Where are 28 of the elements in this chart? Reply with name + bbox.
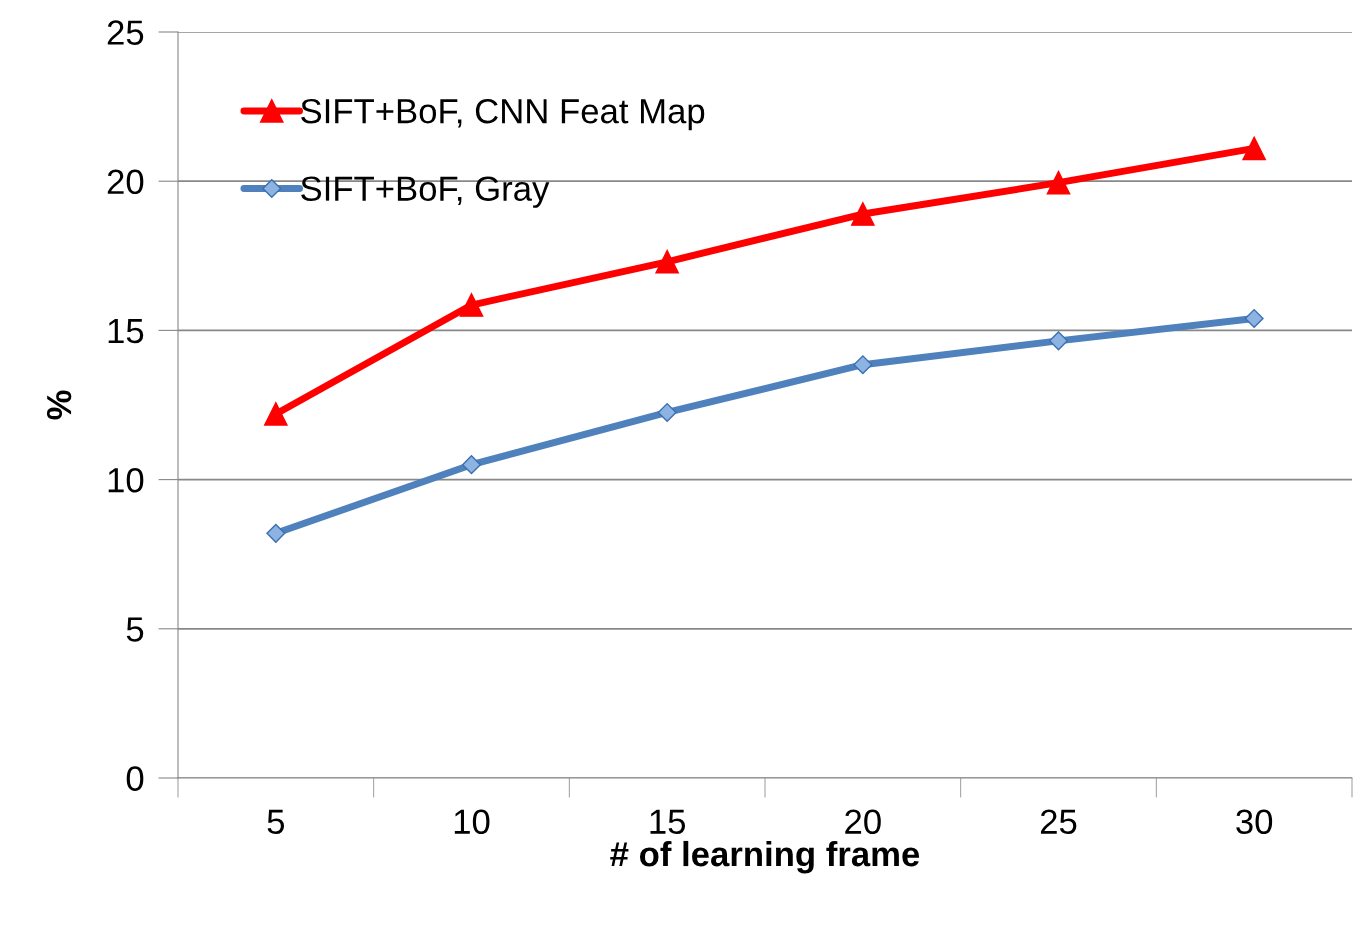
point bbox=[1048, 331, 1069, 351]
y-tick-label: 10 bbox=[108, 467, 144, 493]
x-tick-label: 15 bbox=[650, 809, 686, 835]
y-tick-label: 15 bbox=[108, 319, 144, 344]
point bbox=[1244, 308, 1264, 328]
x-tick-label: 25 bbox=[1040, 809, 1077, 835]
y-tick-label: 20 bbox=[107, 169, 144, 195]
y-tick-label: 0 bbox=[126, 766, 144, 791]
point bbox=[1242, 136, 1266, 161]
point bbox=[851, 202, 875, 226]
y-tick-label: 5 bbox=[126, 617, 144, 642]
y-axis-title: % bbox=[46, 390, 72, 420]
point bbox=[459, 293, 484, 317]
point bbox=[655, 249, 679, 274]
legend-label: SIFT+BoF, Gray bbox=[301, 176, 550, 208]
x-tick-label: 10 bbox=[454, 809, 490, 835]
x-tick-label: 20 bbox=[845, 809, 881, 835]
point bbox=[264, 402, 288, 426]
point bbox=[853, 355, 873, 375]
point bbox=[266, 523, 286, 543]
point bbox=[1046, 170, 1071, 195]
x-axis-title: # of learning frame bbox=[610, 840, 920, 874]
x-tick-label: 5 bbox=[267, 809, 285, 835]
point bbox=[461, 455, 482, 475]
legend-label: SIFT+BoF, CNN Feat Map bbox=[301, 98, 705, 131]
point bbox=[657, 402, 677, 422]
y-tick-label: 25 bbox=[107, 20, 144, 45]
x-tick-label: 30 bbox=[1236, 809, 1273, 835]
